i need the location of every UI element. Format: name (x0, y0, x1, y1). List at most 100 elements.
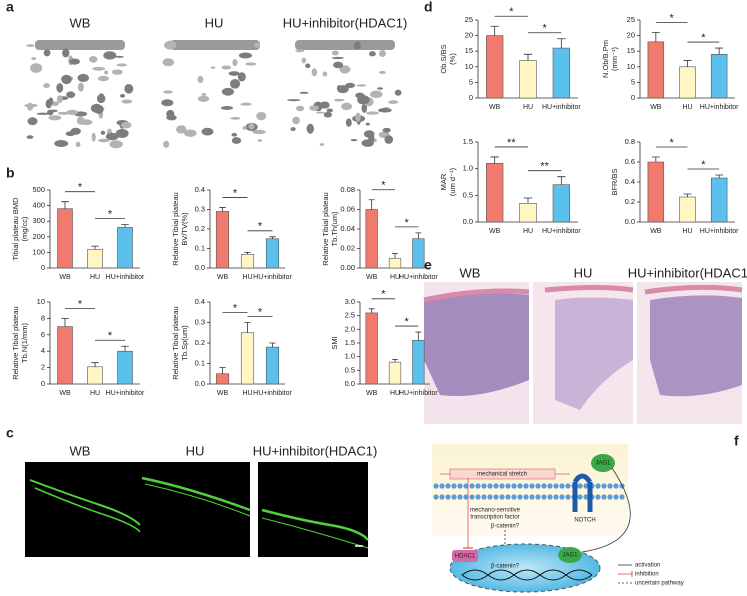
lipid (451, 483, 457, 489)
y-tick-label: 300 (32, 216, 45, 225)
trabecula (43, 49, 51, 57)
trabecula (57, 111, 71, 115)
lipid (487, 483, 493, 489)
trabecula (162, 58, 175, 67)
y-tick-label: 0 (41, 379, 45, 388)
bar (57, 208, 73, 269)
trabecula (350, 138, 358, 142)
significance-label: * (233, 302, 238, 314)
lipid (433, 494, 439, 500)
bar (87, 248, 103, 269)
y-tick-label: 0.1 (195, 243, 205, 252)
y-tick-label: 400 (32, 201, 45, 210)
trabecula (331, 56, 345, 60)
error-bar (121, 345, 129, 352)
lipid (439, 494, 445, 500)
y-tick-label: 2.0 (345, 324, 355, 333)
trabecula (295, 49, 305, 53)
trabecula (355, 112, 361, 122)
bar (215, 211, 230, 269)
bar (117, 350, 133, 385)
y-tick-label: 10 (465, 62, 473, 71)
x-tick-label: HU+inhibitor (399, 390, 438, 397)
bar (388, 257, 402, 269)
fluorescence-image (258, 462, 368, 557)
x-tick-label: HU (682, 104, 692, 111)
trabecula (61, 74, 72, 85)
significance-label: * (670, 137, 675, 149)
bar (265, 238, 280, 269)
x-tick-label: WB (217, 390, 229, 397)
y-tick-label: 0.3 (195, 317, 205, 326)
lipid (619, 494, 625, 500)
trabecula (311, 68, 318, 77)
trabecula (357, 95, 370, 105)
trabecula (228, 71, 240, 76)
trabecula (245, 62, 257, 66)
trabecula (254, 42, 260, 48)
tissue (423, 284, 743, 410)
lipid (433, 483, 439, 489)
significance-label: * (78, 298, 83, 310)
trabecula (111, 69, 123, 75)
lipid (553, 494, 559, 500)
bar (519, 203, 537, 223)
y-tick-label: 1.0 (463, 164, 473, 173)
y-axis-label: (mm⁻¹) (610, 47, 619, 71)
panel-label: f (734, 433, 739, 449)
trabecula (51, 101, 59, 107)
trabecula (114, 55, 124, 58)
panel-label: a (6, 0, 14, 15)
trabecula (326, 108, 333, 113)
bone-top (170, 40, 260, 50)
trabecula (366, 111, 379, 115)
image-label: WB (70, 15, 91, 30)
trabecula (92, 66, 106, 71)
y-axis-label: BV/TV(%) (180, 212, 189, 246)
lipid (475, 483, 481, 489)
fluorescence-image (25, 462, 145, 557)
trabecula (256, 111, 267, 121)
trabecula (322, 71, 328, 77)
error-bar (121, 224, 129, 228)
trabecula (161, 99, 174, 107)
significance-label: * (405, 316, 410, 328)
significance-label: * (78, 182, 83, 194)
lipid (511, 483, 517, 489)
trabecula (238, 52, 253, 59)
lipid (493, 483, 499, 489)
x-tick-label: WB (489, 228, 501, 235)
trabecula (197, 95, 210, 102)
trabecula (345, 82, 356, 89)
fluorescence-signal (29, 476, 369, 549)
error-bar (392, 359, 398, 363)
trabecula (105, 132, 119, 141)
image-label: HU+inhibitor(HDAC1) (628, 265, 747, 280)
x-tick-label: WB (489, 104, 501, 111)
trabecula (384, 135, 394, 144)
error-bar (715, 174, 724, 178)
trabecula (62, 48, 70, 58)
significance-label: * (670, 12, 675, 24)
lipid (559, 483, 565, 489)
trabecula (230, 116, 241, 120)
trabecula (104, 70, 109, 75)
error-bar (219, 367, 226, 374)
error-bar (523, 53, 533, 61)
error-bar (91, 245, 99, 250)
trabecula (77, 73, 90, 82)
trabecula (201, 93, 207, 96)
lipid (463, 494, 469, 500)
error-bar (490, 156, 499, 164)
trabecula (119, 94, 126, 98)
lipid (481, 494, 487, 500)
lipid (541, 483, 547, 489)
y-tick-label: 0.0 (195, 379, 205, 388)
y-axis-label: Relative Tibial plateau (321, 192, 330, 265)
x-tick-label: HU (682, 228, 692, 235)
bar (486, 35, 504, 99)
trabecula (378, 108, 392, 113)
trabecula (290, 127, 296, 132)
significance-label: * (258, 221, 263, 233)
x-tick-label: HU (390, 274, 400, 281)
